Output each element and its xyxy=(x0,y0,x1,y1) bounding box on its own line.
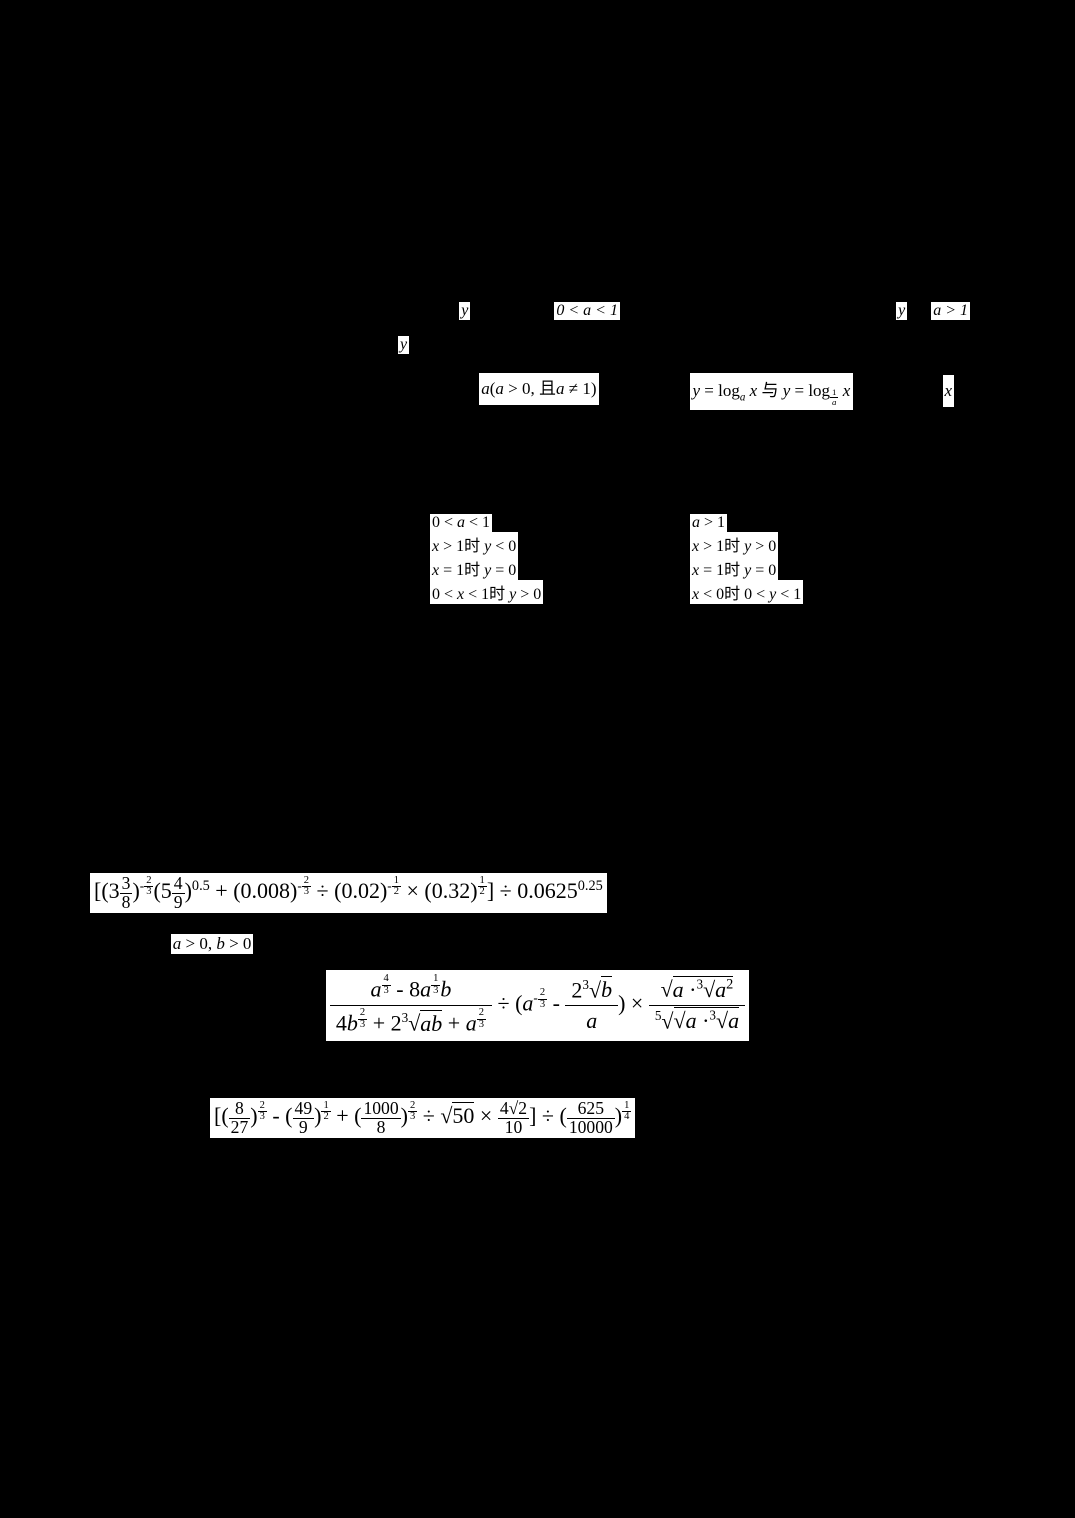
vary-label-1: 函数值的 xyxy=(90,514,390,546)
note-2-end: 称。 xyxy=(390,437,670,469)
table-row: Y 随 x 的增 大而减小 注：① 底数 a(a > 0, 且a ≠ 1) 决定… xyxy=(90,373,985,438)
example-1-title: 例 1、化简与求值： xyxy=(90,790,985,822)
rule-box: x < 0时 0 < y < 1 xyxy=(690,580,803,604)
equation-3-box: [(827)23 - (499)12 + (10008)23 ÷ √50 × 4… xyxy=(210,1098,635,1138)
cell-text: 轴 xyxy=(907,302,927,319)
table-row: y交点为 ） xyxy=(90,328,985,360)
cond-box: a > 1 xyxy=(690,514,727,532)
section-5-title: （五）求反函数的步骤： xyxy=(90,666,985,698)
log-pair: y = loga x 与 y = log1a x xyxy=(690,373,854,410)
table-row: 函数值的 变化 0 < a < 1 x > 1时 y < 0 x = 1时 y … xyxy=(90,514,985,604)
cond-box: 0 < a < 1 xyxy=(430,514,492,532)
mono-label-2: 大而减小 xyxy=(90,405,390,437)
note-2c: 轴对 xyxy=(954,381,988,400)
problems-block: （1） [(338)-23(549)0.5 + (0.008)-23 ÷ (0.… xyxy=(90,832,985,1138)
prob-1-label: （1） xyxy=(90,832,985,857)
examples-title: 三、 例题解析： xyxy=(90,755,985,780)
base-a: a(a > 0, 且a ≠ 1) xyxy=(479,373,598,405)
equation-2-box: a43 - 8a13b 4b23 + 23√ab + a23 ÷ (a-23 -… xyxy=(326,970,749,1041)
var-y: y xyxy=(398,336,409,354)
note-1a: 注：① 底数 xyxy=(390,379,479,398)
section-4: （四）指数式与对数式的互化、指数函数与对数函数的互化； xyxy=(90,628,985,660)
rule-box: x > 1时 y > 0 xyxy=(690,532,778,556)
cell-text: |（与 xyxy=(861,302,896,319)
equation-1: [(338)-23(549)0.5 + (0.008)-23 ÷ (0.02)-… xyxy=(90,873,985,913)
cell-text: 轴的交点为 xyxy=(470,302,554,319)
rule-box: x = 1时 y = 0 xyxy=(690,556,778,580)
prob-2-prefix: （2）已知 xyxy=(90,934,171,953)
note-4-i: ⅰ互为反函数的两个函数的图象关于直线 y=x 对称。 xyxy=(90,122,985,154)
rule-box: x > 1时 y < 0 xyxy=(430,532,518,556)
prob-2-label: （2）已知 a > 0, b > 0，求 xyxy=(90,929,985,954)
cell-text: 交点为 xyxy=(409,334,464,353)
mono-label-4: 大而减小 xyxy=(90,470,390,502)
document-page: ④说明： ⅰ互为反函数的两个函数的图象关于直线 y=x 对称。 ⅱ从图象上可以看… xyxy=(90,90,985,1154)
cond-a1: a > 1 xyxy=(931,302,970,320)
cond-0a1: 0 < a < 1 xyxy=(554,302,620,320)
rule-box: x = 1时 y = 0 xyxy=(430,556,518,580)
note-2a: ② xyxy=(670,381,690,400)
equation-1-box: [(338)-23(549)0.5 + (0.008)-23 ÷ (0.02)-… xyxy=(90,873,607,913)
var-y: y xyxy=(459,302,470,320)
prob-3-label: （3）计算： xyxy=(90,1057,985,1082)
rule-box: 0 < x < 1时 y > 0 xyxy=(430,580,543,604)
table-row: 图象 |（与y轴的交点为 0 < a < 1） |（与y 轴 a > 1 xyxy=(90,296,985,328)
cell-text: |（与 xyxy=(424,302,459,319)
ab-cond: a > 0, b > 0 xyxy=(171,934,254,954)
row-label-graph: 图象 xyxy=(90,296,390,328)
cell-text: ） xyxy=(620,302,636,319)
equation-3: [(827)23 - (499)12 + (10008)23 ÷ √50 × 4… xyxy=(90,1098,985,1138)
note-4-ii: ⅱ从图象上可以看出：定义域、值域、某区间内的单调性相同。 xyxy=(90,161,985,193)
note-2b: 的图象关于 xyxy=(853,381,942,400)
table-row: Y 随 x 的增 大而减小 称。 xyxy=(90,437,985,502)
note-4-heading: ④说明： xyxy=(90,90,985,122)
vary-label-2: 变化 xyxy=(90,546,390,578)
var-y: y xyxy=(896,302,907,320)
section-5-steps: ① 反解"x"，② x 与 y 互换，③ 写出定义域（原函数的值域） xyxy=(90,705,985,737)
mono-label-3: Y 随 x 的增 xyxy=(90,437,390,469)
section-3-title: （三）性质： xyxy=(90,249,985,274)
equation-2: a43 - 8a13b 4b23 + 23√ab + a23 ÷ (a-23 -… xyxy=(90,970,985,1041)
mono-label-1: Y 随 x 的增 xyxy=(90,373,390,405)
cell-text: ） xyxy=(464,336,480,353)
note-4-iii: ⅲ互为反函数的两个函数具有相同的单调性。 xyxy=(90,199,985,231)
prob-2-suffix: ，求 xyxy=(253,934,287,953)
var-x: x xyxy=(943,375,955,407)
